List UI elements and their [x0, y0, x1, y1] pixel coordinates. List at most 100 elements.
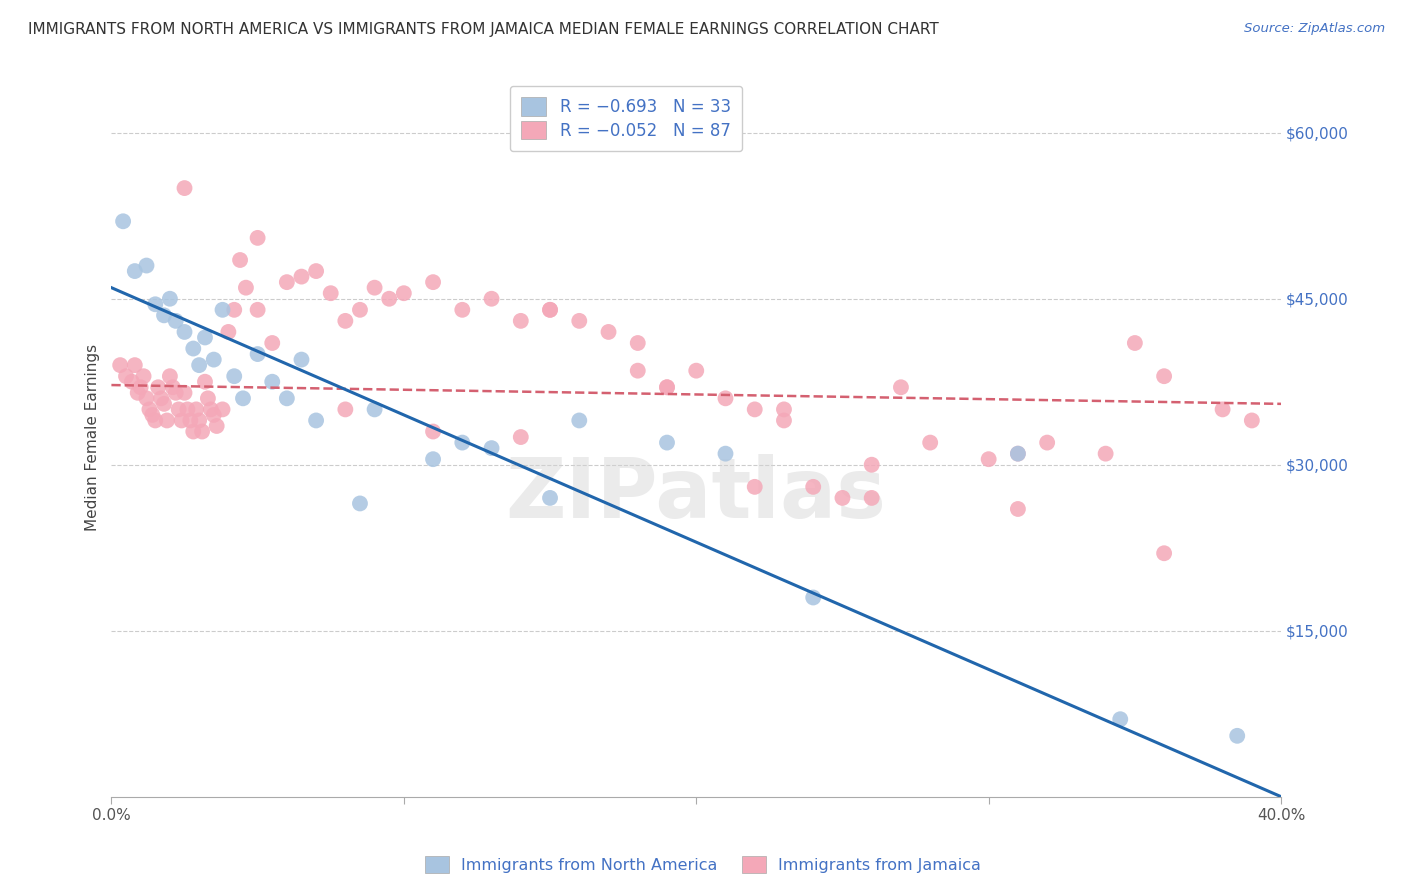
- Point: [112, 214, 135, 228]
- Point: [153, 397, 176, 411]
- Point: [127, 385, 149, 400]
- Point: [392, 286, 415, 301]
- Point: [685, 364, 707, 378]
- Point: [290, 352, 312, 367]
- Point: [714, 392, 737, 406]
- Point: [801, 480, 824, 494]
- Point: [801, 591, 824, 605]
- Point: [1109, 712, 1132, 726]
- Point: [176, 402, 198, 417]
- Point: [920, 435, 942, 450]
- Point: [276, 275, 298, 289]
- Point: [305, 413, 328, 427]
- Point: [211, 402, 233, 417]
- Point: [363, 402, 385, 417]
- Point: [773, 413, 796, 427]
- Point: [170, 413, 193, 427]
- Point: [153, 309, 176, 323]
- Point: [1153, 546, 1175, 560]
- Point: [246, 302, 269, 317]
- Point: [173, 325, 195, 339]
- Y-axis label: Median Female Earnings: Median Female Earnings: [86, 343, 100, 531]
- Text: Source: ZipAtlas.com: Source: ZipAtlas.com: [1244, 22, 1385, 36]
- Point: [167, 402, 190, 417]
- Point: [129, 380, 152, 394]
- Point: [135, 392, 157, 406]
- Point: [186, 402, 208, 417]
- Point: [1240, 413, 1263, 427]
- Point: [744, 480, 766, 494]
- Point: [159, 369, 181, 384]
- Point: [378, 292, 401, 306]
- Point: [1094, 447, 1116, 461]
- Point: [232, 392, 254, 406]
- Point: [481, 441, 503, 455]
- Point: [1123, 336, 1146, 351]
- Point: [714, 447, 737, 461]
- Point: [305, 264, 328, 278]
- Point: [655, 435, 678, 450]
- Point: [422, 425, 444, 439]
- Point: [568, 314, 591, 328]
- Point: [235, 281, 257, 295]
- Point: [509, 314, 531, 328]
- Point: [977, 452, 1000, 467]
- Point: [202, 352, 225, 367]
- Point: [262, 336, 284, 351]
- Point: [262, 375, 284, 389]
- Point: [138, 402, 160, 417]
- Point: [627, 336, 650, 351]
- Point: [627, 364, 650, 378]
- Point: [655, 380, 678, 394]
- Point: [1212, 402, 1234, 417]
- Point: [831, 491, 853, 505]
- Point: [108, 358, 131, 372]
- Point: [349, 302, 371, 317]
- Point: [1007, 502, 1029, 516]
- Point: [363, 281, 385, 295]
- Point: [538, 302, 561, 317]
- Point: [890, 380, 912, 394]
- Point: [229, 252, 252, 267]
- Point: [156, 413, 179, 427]
- Point: [509, 430, 531, 444]
- Point: [773, 402, 796, 417]
- Point: [860, 491, 883, 505]
- Point: [197, 392, 219, 406]
- Point: [188, 413, 211, 427]
- Point: [451, 435, 474, 450]
- Point: [422, 275, 444, 289]
- Point: [1036, 435, 1059, 450]
- Point: [655, 380, 678, 394]
- Point: [860, 458, 883, 472]
- Point: [135, 259, 157, 273]
- Point: [1153, 369, 1175, 384]
- Point: [150, 392, 173, 406]
- Point: [335, 314, 357, 328]
- Point: [143, 413, 166, 427]
- Point: [132, 369, 155, 384]
- Point: [598, 325, 620, 339]
- Point: [121, 375, 143, 389]
- Point: [217, 325, 239, 339]
- Point: [422, 452, 444, 467]
- Point: [194, 330, 217, 344]
- Point: [162, 380, 184, 394]
- Point: [173, 385, 195, 400]
- Point: [290, 269, 312, 284]
- Point: [165, 314, 187, 328]
- Point: [1007, 447, 1029, 461]
- Point: [211, 302, 233, 317]
- Point: [141, 408, 163, 422]
- Point: [143, 297, 166, 311]
- Point: [159, 292, 181, 306]
- Point: [349, 496, 371, 510]
- Text: IMMIGRANTS FROM NORTH AMERICA VS IMMIGRANTS FROM JAMAICA MEDIAN FEMALE EARNINGS : IMMIGRANTS FROM NORTH AMERICA VS IMMIGRA…: [28, 22, 939, 37]
- Text: ZIPatlas: ZIPatlas: [506, 454, 887, 535]
- Point: [744, 402, 766, 417]
- Point: [224, 302, 246, 317]
- Point: [246, 347, 269, 361]
- Point: [194, 375, 217, 389]
- Point: [165, 385, 187, 400]
- Point: [246, 231, 269, 245]
